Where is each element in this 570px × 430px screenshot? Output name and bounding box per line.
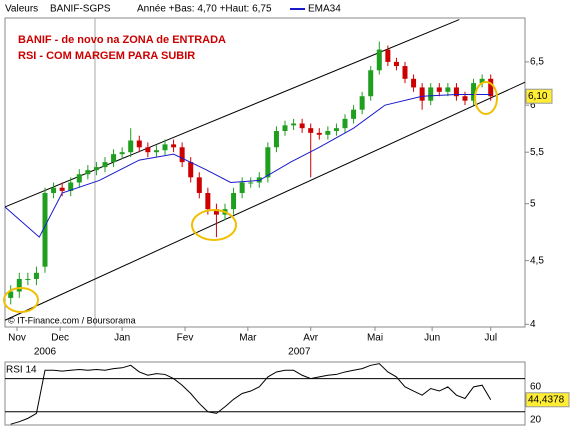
candle-body [393, 61, 399, 67]
candle-body [385, 49, 391, 62]
y-tick-label: 6 [530, 100, 536, 111]
y-tick-label: 5,5 [530, 147, 544, 158]
candle-body [273, 130, 279, 148]
candle-body [411, 78, 417, 88]
candle-body [291, 123, 297, 126]
candle-body [51, 187, 57, 193]
candle-body [445, 87, 451, 92]
ema-line [4, 93, 491, 238]
annotation: RSI - COM MARGEM PARA SUBIR [18, 50, 195, 62]
rsi-line [10, 363, 492, 425]
candle-body [428, 87, 434, 101]
y-tick-label: 20 [530, 415, 542, 426]
candle-body [145, 147, 151, 153]
candle-body [102, 162, 108, 168]
candle-body [325, 130, 331, 135]
candle-body [25, 278, 31, 280]
symbol: BANIF-SGPS [50, 4, 111, 15]
candle-body [265, 147, 271, 178]
candle-body [453, 87, 459, 97]
last-price-box [525, 88, 553, 104]
candle-body [85, 170, 91, 175]
x-tick-label: Mai [367, 333, 383, 344]
price-panel [4, 17, 526, 328]
x-tick-label: Nov [8, 333, 26, 344]
highlight-circle [3, 287, 39, 313]
candle-body [119, 152, 125, 155]
candle-body [359, 96, 365, 110]
x-tick-label: Avr [303, 333, 318, 344]
candle-body [231, 192, 237, 210]
candle-body [196, 177, 202, 193]
candle-body [239, 182, 245, 193]
candle-body [153, 150, 159, 153]
candle-body [162, 144, 168, 151]
candle-body [136, 140, 142, 148]
y-tick-label: 4,5 [530, 255, 544, 266]
candle-body [188, 162, 194, 178]
highlight-circle [191, 209, 237, 241]
y-tick-label: 4 [530, 319, 536, 330]
candle-body [479, 78, 485, 84]
x-tick-label: Mar [239, 333, 257, 344]
candle-body [471, 83, 477, 101]
candle-body [333, 128, 339, 131]
rsi-panel [4, 361, 526, 426]
legend-entry: EMA34 [308, 4, 341, 15]
candle-body [42, 192, 48, 267]
candle-body [111, 154, 117, 163]
candle-body [8, 291, 14, 298]
y-tick-label: 5 [530, 198, 536, 209]
candle-body [299, 123, 305, 129]
x-tick-label: Fev [177, 333, 194, 344]
year-label: 2007 [288, 347, 311, 358]
candle-body [316, 132, 322, 135]
candle-body [76, 174, 82, 183]
source: © IT-Finance.com / Boursorama [8, 315, 136, 325]
candle-body [342, 118, 348, 129]
last-price-label: 6,10 [528, 91, 548, 102]
candle-body [93, 167, 99, 171]
y-tick-label: 6,5 [530, 57, 544, 68]
candle-body [128, 140, 134, 153]
range-text: Année +Bas: 4,70 +Haut: 6,75 [137, 4, 272, 15]
annotation: BANIF - de novo na ZONA de ENTRADA [18, 34, 226, 46]
candle-body [59, 187, 65, 191]
rsi-title: RSI 14 [6, 365, 37, 376]
year-label: 2006 [34, 347, 57, 358]
candle-body [402, 66, 408, 79]
candle-body [205, 192, 211, 210]
x-tick-label: Jun [424, 333, 440, 344]
candle-body [419, 87, 425, 101]
candle-body [171, 144, 177, 148]
candle-body [488, 78, 494, 97]
x-tick-label: Jul [484, 333, 497, 344]
candle-body [308, 128, 314, 133]
candle-body [462, 96, 468, 101]
candle-body [368, 70, 374, 97]
channel-line [4, 81, 526, 321]
rsi-value-label: 44,4378 [528, 394, 565, 405]
rsi-value-box [525, 392, 570, 408]
header-label: Valeurs [5, 4, 38, 15]
x-tick-label: Jan [114, 333, 130, 344]
candle-body [179, 147, 185, 163]
candle-body [351, 109, 357, 119]
candle-body [282, 125, 288, 131]
y-tick-label: 60 [530, 382, 542, 393]
candle-body [376, 49, 382, 71]
candle-body [248, 182, 254, 184]
highlight-circle [474, 81, 498, 115]
candle-body [16, 278, 22, 292]
candle-body [213, 209, 219, 215]
candle-body [436, 87, 442, 92]
candle-body [68, 182, 74, 191]
candle-body [33, 272, 39, 279]
x-tick-label: Dec [51, 333, 69, 344]
